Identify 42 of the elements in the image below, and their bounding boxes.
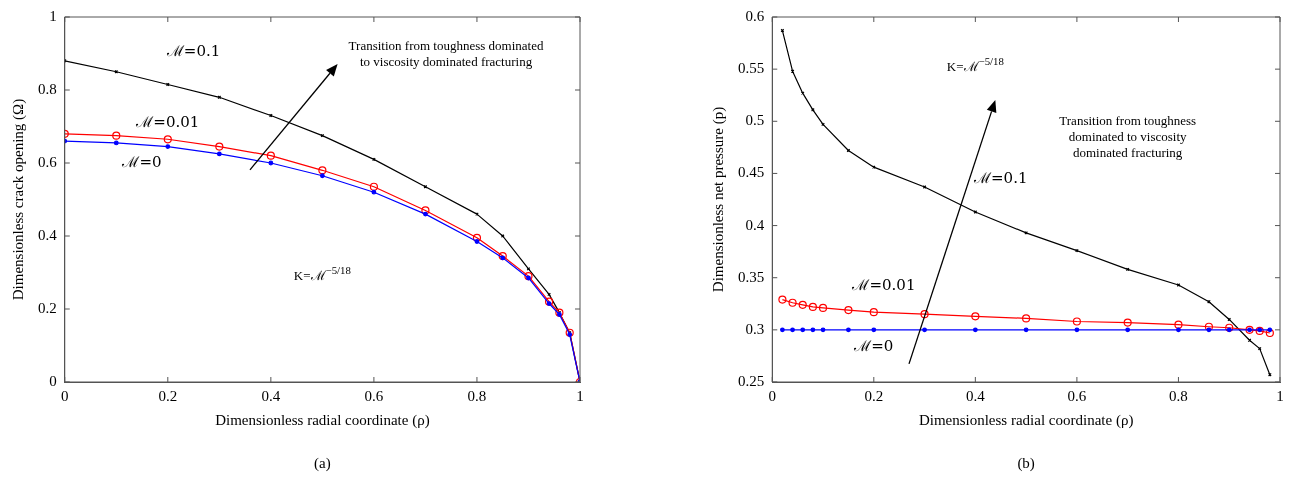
x-tick-label: 0.8: [1169, 387, 1188, 404]
y-tick-label: 1: [49, 7, 57, 24]
y-tick-label: 0.8: [38, 80, 57, 97]
text: (a): [314, 455, 331, 472]
y-tick-label: 0.45: [738, 164, 765, 181]
x-tick-label: 0.8: [467, 387, 487, 404]
y-axis-title: Dimensionless net pressure (p): [709, 106, 727, 293]
y-tick-label: 0.2: [38, 299, 57, 316]
y-tick-label: 0.25: [738, 372, 765, 389]
series-label: ℳ=0.01: [135, 112, 200, 131]
series-label: ℳ=0.1: [973, 168, 1028, 187]
x-tick-label: 0.6: [1067, 387, 1087, 404]
series-label: ℳ=0.01: [851, 275, 916, 294]
x-tick-label: 0: [61, 387, 69, 404]
annotation: K=ℳ$^{−5/18}$: [946, 54, 1004, 75]
annotation: K=ℳ$^{−5/18}$: [293, 262, 351, 284]
series-label: ℳ=0.1: [165, 41, 221, 60]
x-axis-title: Dimensionless radial coordinate (ρ): [918, 411, 1134, 429]
x-tick-label: 0.2: [864, 387, 884, 404]
x-axis-title: Dimensionless radial coordinate (ρ): [215, 411, 430, 429]
series-label: ℳ=0: [853, 337, 894, 356]
annotation: Transition from toughness dominated to viscosity dominated fracturing: [348, 37, 544, 70]
y-tick-label: 0.3: [745, 320, 765, 337]
y-tick-label: 0.35: [738, 268, 765, 285]
annotation: Transition from toughness dominated to viscosity dominated fracturing: [1059, 112, 1197, 161]
y-tick-label: 0.6: [38, 153, 58, 170]
y-axis-title: Dimensionless crack opening (Ω): [9, 98, 27, 301]
x-tick-label: 0.6: [364, 387, 384, 404]
y-tick-label: 0.4: [38, 226, 58, 243]
x-tick-label: 1: [576, 387, 584, 404]
y-tick-label: 0.5: [745, 112, 765, 129]
x-tick-label: 0.4: [965, 387, 986, 404]
y-tick-label: 0.55: [738, 60, 765, 77]
series-label: ℳ=0: [121, 152, 162, 171]
x-tick-label: 0.4: [261, 387, 281, 404]
y-tick-label: 0.4: [745, 216, 765, 233]
y-tick-label: 0.6: [745, 7, 765, 24]
text: (b): [1017, 455, 1035, 472]
y-tick-label: 0: [49, 372, 57, 389]
x-tick-label: 0.2: [158, 387, 178, 404]
x-tick-label: 1: [1276, 387, 1284, 404]
x-tick-label: 0: [768, 387, 776, 404]
